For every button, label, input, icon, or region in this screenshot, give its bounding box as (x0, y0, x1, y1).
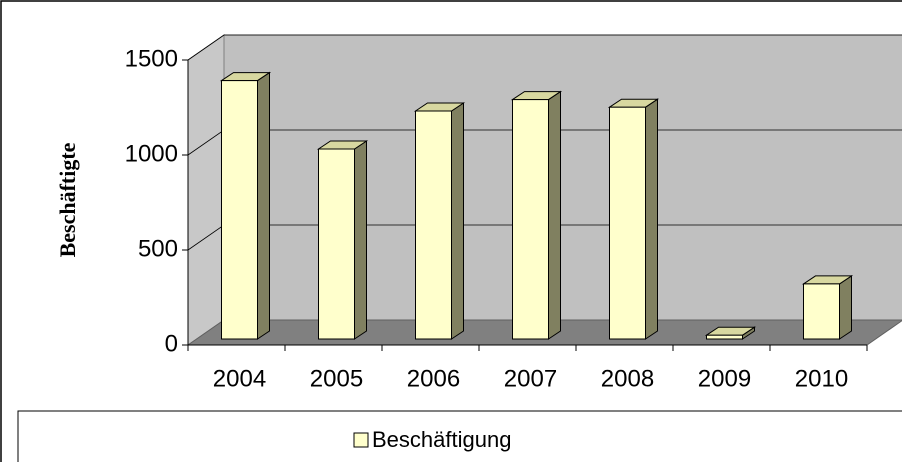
legend-label: Beschäftigung (372, 427, 511, 452)
grid-line (187, 34, 902, 61)
y-axis-title: Beschäftigte (55, 142, 80, 257)
bar (512, 99, 549, 340)
y-tick-label: 1500 (125, 45, 178, 72)
x-tick-label: 2005 (310, 365, 363, 392)
legend-box (17, 410, 902, 462)
y-tick-label: 1000 (125, 140, 178, 167)
bar-side (451, 102, 464, 340)
bar-side (257, 71, 270, 340)
x-tick-label: 2008 (601, 365, 654, 392)
bar-side (839, 274, 852, 340)
bar (706, 334, 743, 340)
bar (609, 106, 646, 340)
bar (318, 148, 355, 340)
x-tick-label: 2004 (213, 365, 266, 392)
x-tick-label: 2006 (407, 365, 460, 392)
bar (415, 110, 452, 340)
bar-side (645, 98, 658, 340)
side-wall (187, 34, 225, 346)
bar-side (548, 90, 561, 340)
x-tick-label: 2009 (698, 365, 751, 392)
bar (803, 283, 840, 340)
bar (221, 80, 258, 340)
y-tick-label: 0 (165, 330, 178, 357)
bar-side (354, 140, 367, 340)
legend-swatch (353, 432, 369, 448)
y-tick-label: 500 (138, 235, 178, 262)
x-tick-label: 2007 (504, 365, 557, 392)
x-tick-label: 2010 (795, 365, 848, 392)
